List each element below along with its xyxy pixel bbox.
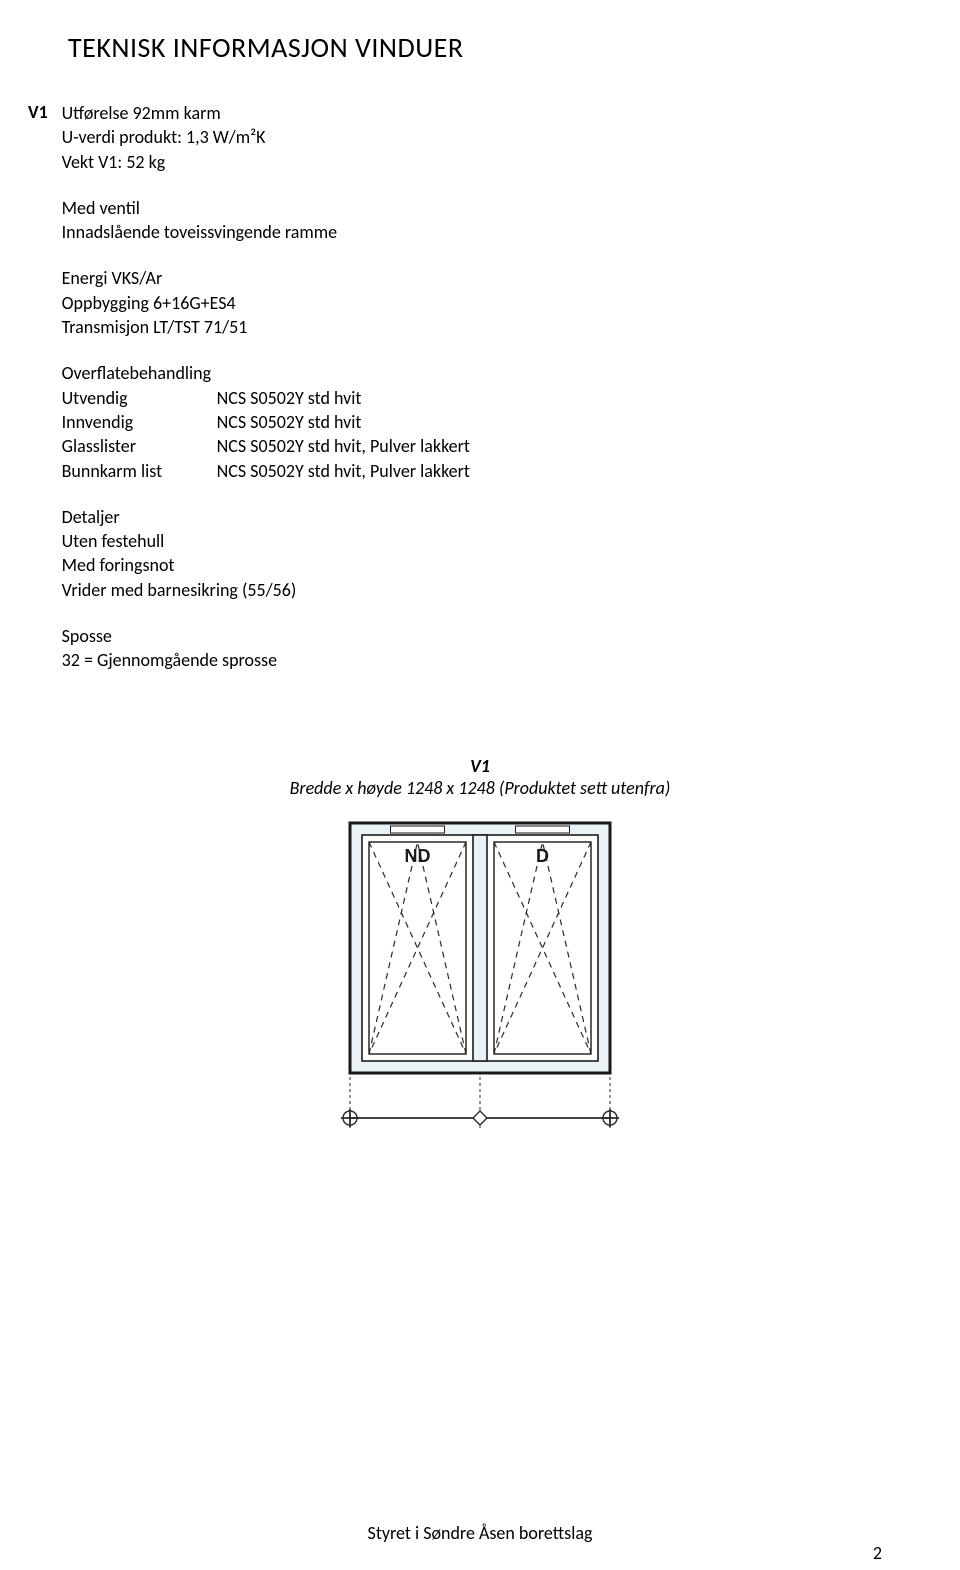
detail-line: Vrider med barnesikring (55/56)	[62, 578, 470, 602]
spec-line: Oppbygging 6+16G+ES4	[62, 291, 470, 315]
surface-key: Utvendig	[62, 386, 217, 410]
spec-line: Innadslående toveissvingende ramme	[62, 220, 470, 244]
surface-val: NCS S0502Y std hvit	[217, 386, 362, 410]
detail-block: Detaljer Uten festehull Med foringsnot V…	[62, 505, 470, 602]
spec-line: Transmisjon LT/TST 71/51	[62, 315, 470, 339]
window-diagram-wrap: ND D	[70, 813, 890, 1153]
surface-row: Bunnkarm list NCS S0502Y std hvit, Pulve…	[62, 459, 470, 483]
detail-line: Uten festehull	[62, 529, 470, 553]
spec-line: Med ventil	[62, 196, 470, 220]
detail-heading: Detaljer	[62, 505, 470, 529]
surface-key: Bunnkarm list	[62, 459, 217, 483]
surface-val: NCS S0502Y std hvit, Pulver lakkert	[217, 459, 470, 483]
surface-key: Innvendig	[62, 410, 217, 434]
surface-heading: Overflatebehandling	[62, 361, 470, 385]
figure-id: V1	[470, 755, 490, 777]
spec-main-block: Utførelse 92mm karm U-verdi produkt: 1,3…	[62, 101, 470, 174]
spec-line: Energi VKS/Ar	[62, 266, 470, 290]
spec-id: V1	[28, 101, 58, 123]
spec-ventil-block: Med ventil Innadslående toveissvingende …	[62, 196, 470, 245]
spec-content: Utførelse 92mm karm U-verdi produkt: 1,3…	[62, 101, 470, 695]
page-title: TEKNISK INFORMASJON VINDUER	[68, 30, 890, 65]
figure-block: V1 Bredde x høyde 1248 x 1248 (Produktet…	[70, 755, 890, 1153]
page-number: 2	[873, 1542, 882, 1564]
sposse-line: 32 = Gjennomgående sprosse	[62, 648, 470, 672]
surface-row: Utvendig NCS S0502Y std hvit	[62, 386, 470, 410]
surface-val: NCS S0502Y std hvit	[217, 410, 362, 434]
spec-line: U-verdi produkt: 1,3 W/m²K	[62, 125, 470, 149]
window-diagram-icon: ND D	[320, 813, 640, 1153]
sposse-heading: Sposse	[62, 624, 470, 648]
surface-row: Glasslister NCS S0502Y std hvit, Pulver …	[62, 434, 470, 458]
figure-caption: V1 Bredde x høyde 1248 x 1248 (Produktet…	[70, 755, 890, 799]
footer-text: Styret i Søndre Åsen borettslag	[0, 1522, 960, 1544]
spec-energy-block: Energi VKS/Ar Oppbygging 6+16G+ES4 Trans…	[62, 266, 470, 339]
svg-text:D: D	[536, 846, 549, 866]
detail-line: Med foringsnot	[62, 553, 470, 577]
spec-line: Utførelse 92mm karm	[62, 101, 470, 125]
surface-row: Innvendig NCS S0502Y std hvit	[62, 410, 470, 434]
surface-block: Overflatebehandling Utvendig NCS S0502Y …	[62, 361, 470, 482]
surface-key: Glasslister	[62, 434, 217, 458]
figure-caption-text: Bredde x høyde 1248 x 1248 (Produktet se…	[290, 777, 671, 799]
sposse-block: Sposse 32 = Gjennomgående sprosse	[62, 624, 470, 673]
svg-text:ND: ND	[405, 846, 431, 866]
spec-line: Vekt V1: 52 kg	[62, 150, 470, 174]
surface-val: NCS S0502Y std hvit, Pulver lakkert	[217, 434, 470, 458]
